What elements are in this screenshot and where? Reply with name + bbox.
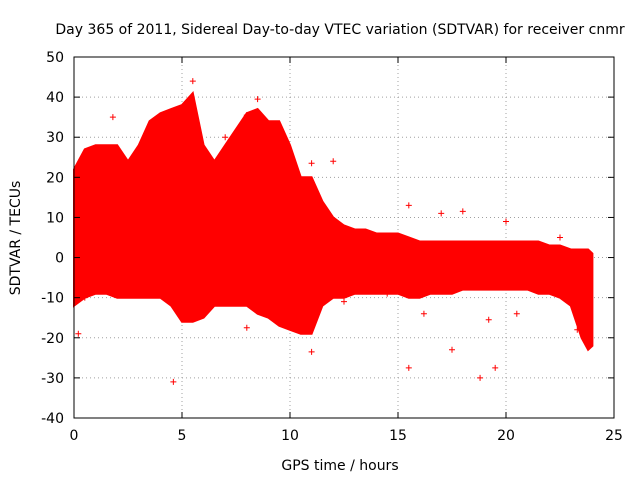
- outlier-point: [308, 160, 315, 167]
- y-tick-label: 40: [46, 90, 64, 106]
- outlier-point: [254, 96, 261, 103]
- outlier-point: [503, 218, 509, 225]
- outlier-point: [243, 112, 250, 119]
- outlier-point: [477, 374, 484, 381]
- y-tick-label: 0: [55, 251, 64, 267]
- outlier-point: [384, 290, 391, 297]
- y-tick-label: 10: [46, 210, 64, 226]
- outlier-point: [485, 316, 492, 323]
- outlier-point: [254, 234, 261, 241]
- plot-frame: [73, 56, 615, 419]
- sdtvar-band-area: [73, 90, 594, 352]
- x-tick-label: 25: [605, 428, 623, 444]
- y-tick-label: 50: [46, 50, 64, 66]
- y-tick-label: 30: [46, 130, 64, 146]
- x-tick-label: 0: [70, 428, 79, 444]
- outlier-point: [557, 234, 563, 241]
- y-tick-label: 20: [46, 170, 64, 186]
- x-tick-label: 5: [178, 428, 187, 444]
- data-band: [73, 90, 594, 352]
- outlier-point: [308, 348, 315, 355]
- outlier-point: [513, 310, 520, 317]
- outlier-point: [189, 78, 196, 85]
- outlier-point: [222, 134, 229, 141]
- outlier-point: [243, 324, 250, 331]
- outlier-point: [341, 298, 347, 305]
- outlier-point: [215, 238, 222, 245]
- y-tick-label: -40: [41, 411, 64, 427]
- y-tick-label: -20: [41, 331, 64, 347]
- outlier-point: [405, 364, 412, 371]
- axis-ticks: 0 5 10 15 20 25 -40 -30 -20 -10 0 10 20 30 40 50: [41, 50, 623, 444]
- outlier-point: [438, 210, 445, 217]
- outlier-point: [405, 202, 412, 209]
- outlier-point: [492, 364, 499, 371]
- y-tick-label: -30: [41, 371, 64, 387]
- outlier-point: [81, 294, 88, 301]
- outlier-points: [75, 78, 581, 385]
- outlier-point: [75, 330, 82, 337]
- outlier-point: [109, 114, 116, 121]
- outlier-point: [330, 158, 337, 165]
- y-tick-label: -10: [41, 291, 64, 307]
- x-tick-label: 15: [389, 428, 407, 444]
- outlier-point: [449, 346, 455, 353]
- outlier-point: [170, 378, 177, 385]
- outlier-point: [459, 208, 466, 215]
- outlier-point: [420, 310, 427, 317]
- outlier-point: [135, 242, 142, 249]
- chart-title: Day 365 of 2011, Sidereal Day-to-day VTE…: [55, 22, 624, 38]
- x-tick-label: 10: [281, 428, 299, 444]
- outlier-point: [574, 326, 581, 333]
- y-axis-label: SDTVAR / TECUs: [8, 181, 24, 296]
- x-axis-label: GPS time / hours: [281, 458, 398, 474]
- x-tick-label: 20: [497, 428, 515, 444]
